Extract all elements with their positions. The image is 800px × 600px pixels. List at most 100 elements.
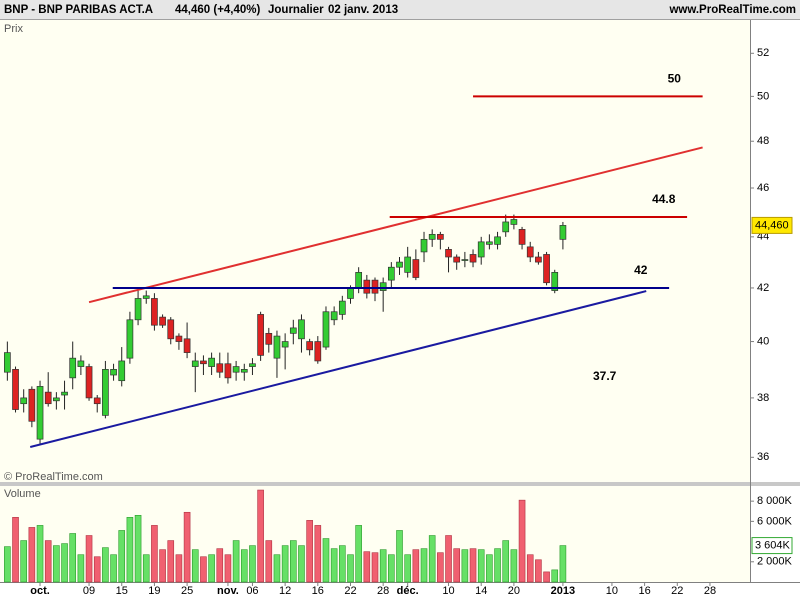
volume-bar bbox=[12, 517, 19, 583]
candle-body bbox=[469, 254, 477, 263]
candle-body bbox=[126, 319, 134, 359]
y-tick-label: 40 bbox=[757, 335, 769, 347]
candle-body bbox=[412, 259, 420, 278]
candle-body bbox=[559, 225, 567, 240]
candle-body bbox=[518, 229, 526, 245]
candle-body bbox=[306, 341, 313, 351]
annotation: 37.7 bbox=[593, 369, 617, 383]
volume-bar bbox=[249, 545, 256, 583]
candle-body bbox=[289, 327, 297, 334]
volume-bar bbox=[388, 554, 395, 583]
quote: 44,460 (+4,40%) bbox=[175, 4, 261, 16]
volume-bar bbox=[257, 489, 264, 583]
candle-body bbox=[53, 397, 60, 402]
candle-body bbox=[338, 300, 346, 315]
volume-bar bbox=[543, 571, 550, 583]
volume-bar bbox=[102, 547, 109, 583]
candle-body bbox=[36, 386, 44, 440]
candle-body bbox=[445, 249, 452, 258]
volume-bar bbox=[371, 552, 379, 583]
volume-bar bbox=[453, 548, 460, 583]
candle-body bbox=[85, 366, 93, 399]
candle-body bbox=[535, 256, 542, 263]
volume-bar bbox=[69, 533, 77, 583]
candle-body bbox=[208, 357, 215, 367]
symbol: BNP - BNP PARIBAS ACT.A bbox=[4, 4, 153, 16]
x-tick-label: nov. bbox=[217, 585, 239, 597]
candle-body bbox=[44, 391, 52, 405]
candle-body bbox=[200, 360, 207, 365]
volume-bar bbox=[208, 554, 215, 583]
candle-body bbox=[159, 316, 166, 326]
y-tick-label: 6 000K bbox=[757, 515, 793, 527]
last-volume-label: 3 604K bbox=[755, 539, 791, 551]
volume-bar bbox=[412, 549, 420, 583]
candle-body bbox=[175, 335, 183, 342]
last-volume-box bbox=[751, 537, 793, 555]
volume-bar bbox=[379, 549, 387, 583]
y-tick-label: 36 bbox=[757, 451, 769, 463]
volume-bar bbox=[142, 554, 150, 583]
period: Journalier bbox=[268, 4, 324, 16]
volume-bar bbox=[151, 525, 158, 583]
candle-body bbox=[371, 279, 379, 294]
candle-body bbox=[355, 272, 363, 289]
volume-bar bbox=[224, 554, 232, 583]
volume-bar bbox=[445, 535, 452, 583]
y-tick-label: 42 bbox=[757, 282, 769, 294]
y-tick-label: 8 000K bbox=[757, 495, 793, 507]
volume-bar bbox=[306, 520, 313, 583]
volume-bar bbox=[330, 548, 338, 583]
volume-bar bbox=[551, 569, 559, 583]
candle-body bbox=[428, 233, 436, 240]
panel-label: Volume bbox=[4, 488, 41, 500]
copyright: © ProRealTime.com bbox=[4, 471, 103, 483]
candle-body bbox=[77, 360, 85, 367]
volume-bar bbox=[404, 554, 411, 583]
volume-bar bbox=[437, 552, 444, 583]
x-tick-label: 16 bbox=[638, 585, 650, 597]
level-label: 42 bbox=[634, 263, 648, 277]
y-tick-label: 2 000K bbox=[757, 556, 793, 568]
x-tick-label: 10 bbox=[442, 585, 454, 597]
volume-bar bbox=[420, 548, 428, 583]
volume-bar bbox=[77, 554, 85, 583]
volume-bar bbox=[502, 540, 510, 583]
header-bar bbox=[0, 0, 800, 19]
candle-body bbox=[134, 298, 142, 321]
x-tick-label: 19 bbox=[148, 585, 160, 597]
y-tick-label: 46 bbox=[757, 182, 769, 194]
candle-body bbox=[379, 282, 387, 291]
volume-bar bbox=[175, 554, 183, 583]
y-tick-label: 48 bbox=[757, 135, 769, 147]
candle-body bbox=[437, 233, 444, 240]
volume-bar bbox=[126, 517, 134, 583]
volume-bar bbox=[298, 545, 305, 583]
candle-body bbox=[510, 219, 518, 225]
volume-bar bbox=[28, 527, 36, 583]
candle-body bbox=[232, 366, 240, 373]
volume-bar bbox=[559, 545, 567, 583]
level-label: 44.8 bbox=[652, 192, 676, 206]
candle-body bbox=[461, 259, 469, 261]
candle-body bbox=[543, 254, 550, 284]
volume-bar bbox=[232, 540, 240, 583]
y-tick-label: 50 bbox=[757, 90, 769, 102]
candle-body bbox=[322, 311, 330, 348]
candle-body bbox=[257, 314, 264, 356]
panel-label: Prix bbox=[4, 23, 23, 35]
volume-bar bbox=[167, 540, 175, 583]
volume-bar bbox=[183, 511, 191, 583]
x-tick-label: déc. bbox=[397, 585, 419, 597]
volume-bar bbox=[281, 545, 289, 583]
candle-body bbox=[265, 332, 273, 345]
candle-body bbox=[396, 261, 403, 268]
x-tick-label: 15 bbox=[116, 585, 128, 597]
volume-bar bbox=[110, 554, 117, 583]
x-tick-label: 28 bbox=[377, 585, 389, 597]
volume-bar bbox=[134, 515, 142, 583]
candle-body bbox=[477, 241, 485, 258]
volume-bar bbox=[396, 530, 403, 583]
volume-bar bbox=[494, 548, 501, 583]
